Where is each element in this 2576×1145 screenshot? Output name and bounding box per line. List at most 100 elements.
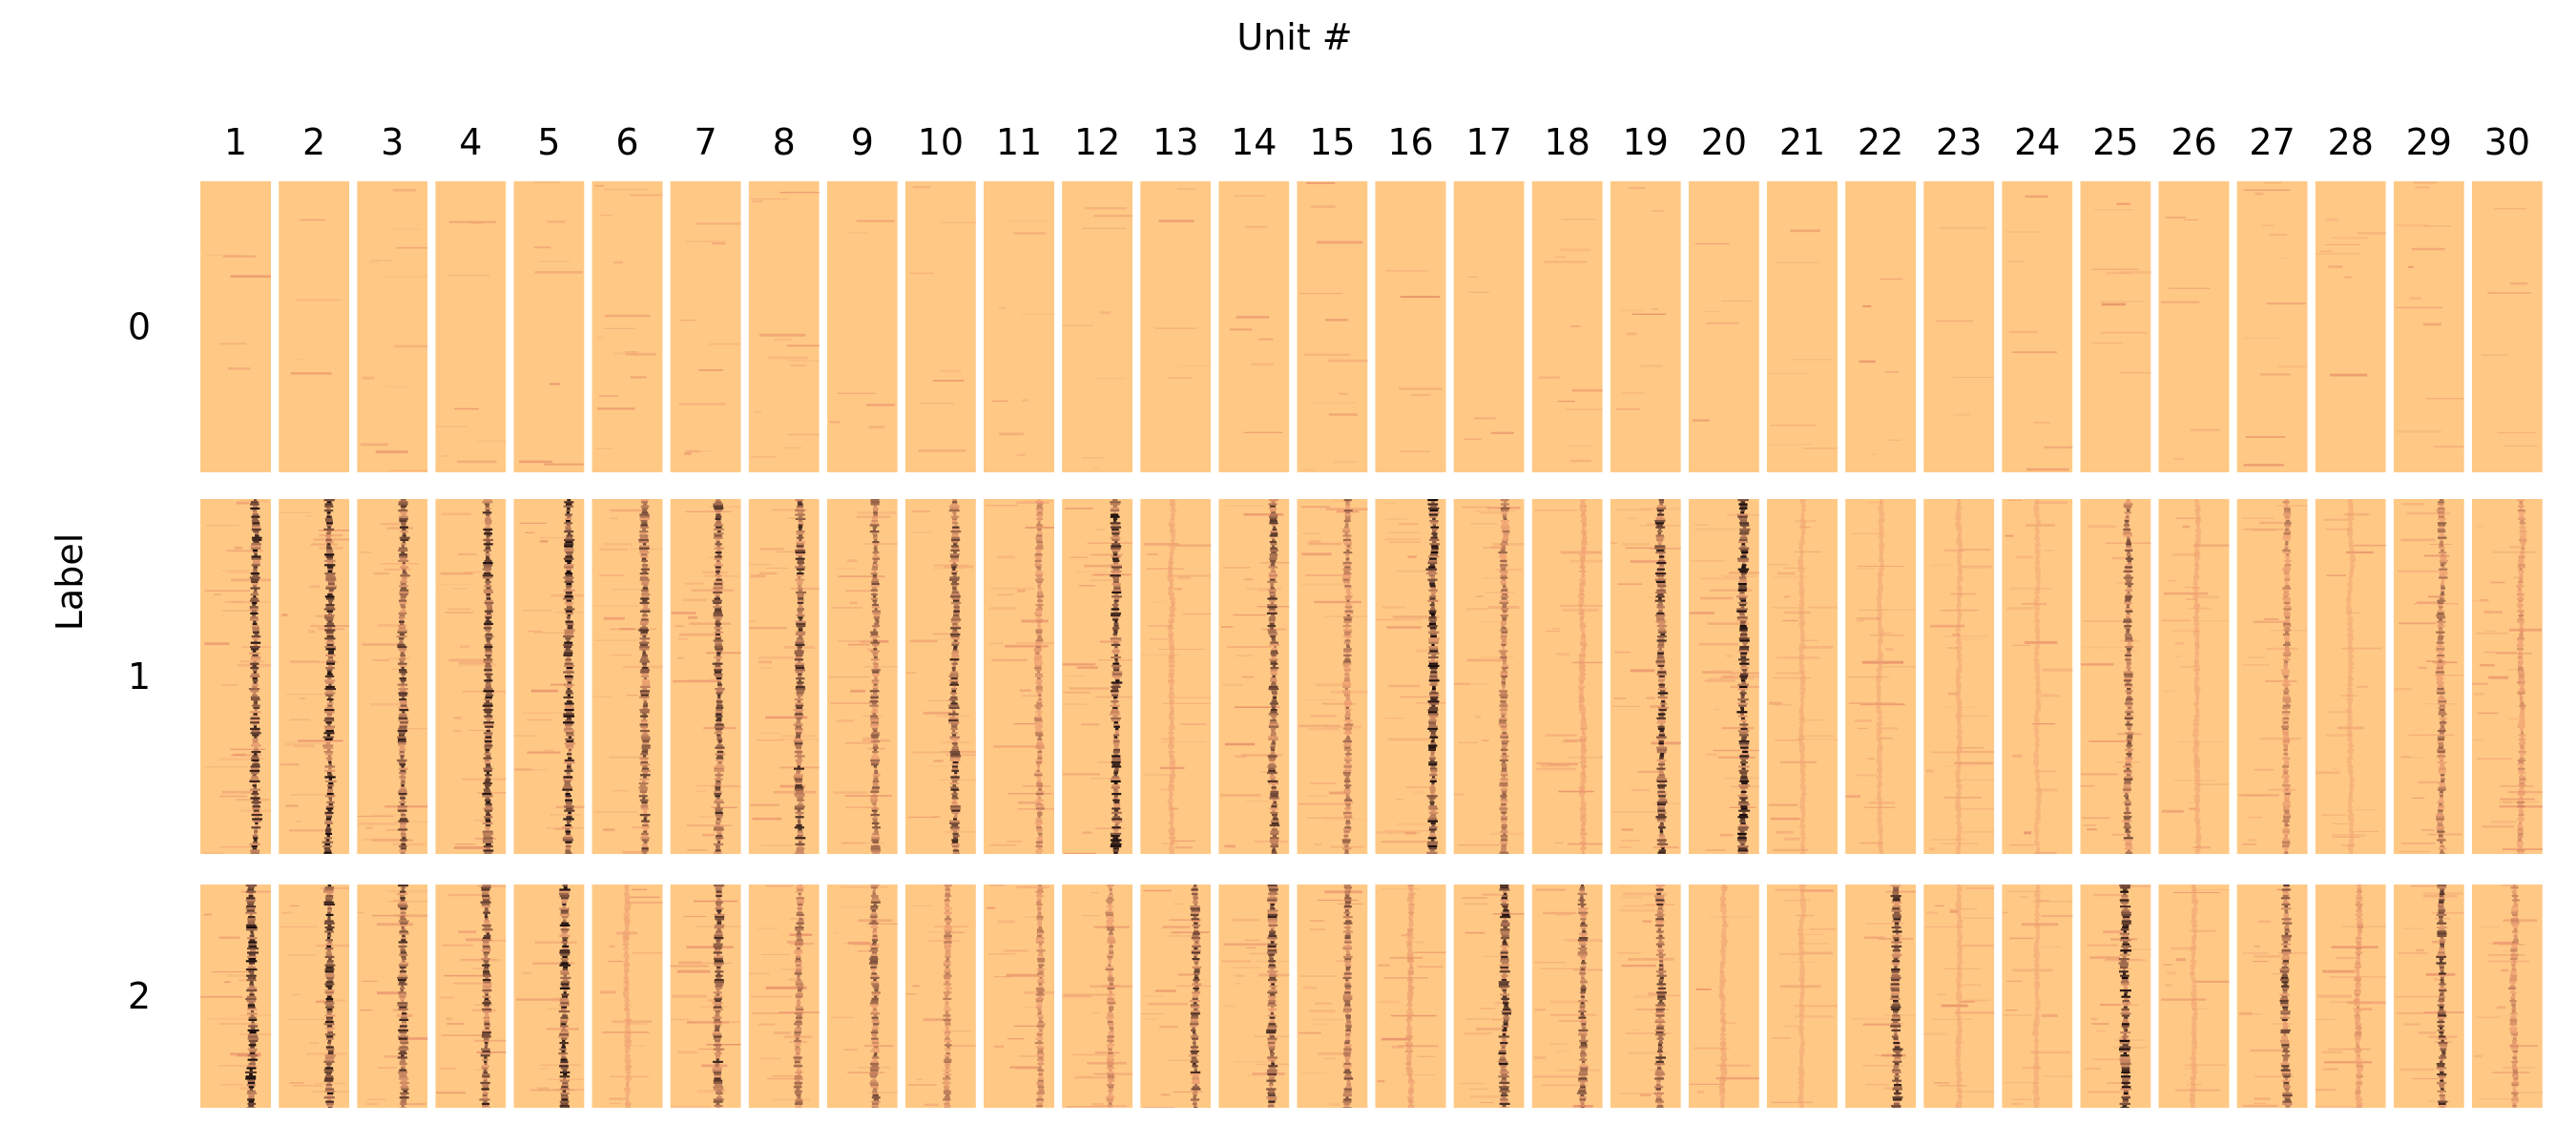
heatmap-cell-label-2-unit-5 [513,885,585,1108]
heatmap-cell-label-0-unit-10 [904,181,976,472]
heatmap-cell-label-2-unit-15 [1297,885,1368,1108]
heatmap-cell-label-0-unit-17 [1453,181,1525,472]
heatmap-cell-label-1-unit-1 [200,499,271,854]
heatmap-cell-label-1-unit-3 [357,499,428,854]
column-label-unit-24: 24 [2014,121,2060,163]
heatmap-cell-label-1-unit-20 [1688,499,1759,854]
column-label-unit-11: 11 [996,121,1042,163]
heatmap-cell-label-0-unit-2 [279,181,350,472]
column-label-unit-1: 1 [224,121,247,163]
heatmap-cell-label-2-unit-25 [2080,885,2151,1108]
heatmap-cell-label-2-unit-7 [670,885,741,1108]
column-label-unit-30: 30 [2484,121,2530,163]
heatmap-cell-label-2-unit-29 [2393,885,2464,1108]
heatmap-cell-label-2-unit-9 [826,885,898,1108]
heatmap-cell-label-2-unit-27 [2236,885,2308,1108]
column-label-unit-17: 17 [1465,121,1511,163]
column-label-unit-18: 18 [1545,121,1590,163]
heatmap-cell-label-1-unit-16 [1375,499,1446,854]
heatmap-cell-label-1-unit-2 [279,499,350,854]
heatmap-cell-label-2-unit-20 [1688,885,1759,1108]
heatmap-cell-label-0-unit-27 [2236,181,2308,472]
column-label-unit-8: 8 [773,121,796,163]
heatmap-cell-label-0-unit-25 [2080,181,2151,472]
heatmap-cell-label-2-unit-22 [1845,885,1917,1108]
heatmap-cell-label-1-unit-12 [1062,499,1133,854]
heatmap-cell-label-0-unit-29 [2393,181,2464,472]
column-label-unit-10: 10 [918,121,964,163]
heatmap-cell-label-2-unit-3 [357,885,428,1108]
heatmap-cell-label-2-unit-17 [1453,885,1525,1108]
heatmap-cell-label-0-unit-12 [1062,181,1133,472]
row-label-1: 1 [128,656,151,697]
column-label-unit-9: 9 [851,121,874,163]
heatmap-cell-label-1-unit-24 [2002,499,2073,854]
column-label-unit-6: 6 [615,121,638,163]
heatmap-cell-label-1-unit-17 [1453,499,1525,854]
heatmap-cell-label-0-unit-28 [2315,181,2386,472]
column-label-unit-2: 2 [302,121,325,163]
heatmap-cell-label-0-unit-4 [435,181,507,472]
heatmap-cell-label-1-unit-14 [1218,499,1290,854]
column-label-unit-19: 19 [1623,121,1669,163]
label-row-labels: 0 1 2 [128,306,151,1018]
heatmap-cell-label-0-unit-8 [748,181,820,472]
heatmap-cell-label-1-unit-5 [513,499,585,854]
heatmap-cell-label-2-unit-18 [1531,885,1603,1108]
heatmap-cell-label-0-unit-1 [200,181,271,472]
column-label-unit-29: 29 [2406,121,2452,163]
heatmap-cell-label-0-unit-7 [670,181,741,472]
row-label-0: 0 [128,306,151,348]
heatmap-cell-label-2-unit-11 [984,885,1054,1108]
column-label-unit-20: 20 [1701,121,1747,163]
heatmap-cell-label-1-unit-13 [1140,499,1212,854]
column-label-unit-16: 16 [1387,121,1433,163]
heatmap-cell-label-2-unit-2 [279,885,350,1108]
heatmap-cell-label-0-unit-26 [2158,181,2230,472]
heatmap-cell-label-0-unit-3 [357,181,428,472]
heatmap-cell-label-1-unit-30 [2471,499,2543,854]
heatmap-cell-label-2-unit-10 [904,885,976,1108]
column-label-unit-7: 7 [695,121,717,163]
heatmap-cell-label-1-unit-4 [435,499,507,854]
row-label-2: 2 [128,975,151,1017]
heatmap-cell-label-2-unit-6 [592,885,663,1108]
heatmap-cell-label-0-unit-20 [1688,181,1759,472]
heatmap-cell-label-0-unit-21 [1767,181,1838,472]
heatmap-cell-label-1-unit-21 [1767,499,1838,854]
heatmap-cell-label-0-unit-14 [1218,181,1290,472]
heatmap-cell-label-2-unit-14 [1218,885,1290,1108]
heatmap-cell-label-1-unit-23 [1923,499,1995,854]
heatmap-cell-label-1-unit-18 [1531,499,1603,854]
heatmap-cell-label-1-unit-22 [1845,499,1917,854]
column-label-unit-28: 28 [2328,121,2374,163]
column-label-unit-23: 23 [1936,121,1982,163]
heatmap-cells [200,181,2543,1108]
heatmap-cell-label-2-unit-8 [748,885,820,1108]
heatmap-cell-label-0-unit-22 [1845,181,1917,472]
heatmap-cell-label-1-unit-6 [592,499,663,854]
heatmap-cell-label-2-unit-12 [1062,885,1133,1108]
heatmap-cell-label-1-unit-10 [904,499,976,854]
heatmap-cell-label-1-unit-9 [826,499,898,854]
heatmap-cell-label-1-unit-11 [984,499,1054,854]
heatmap-cell-label-0-unit-30 [2471,181,2543,472]
heatmap-cell-label-1-unit-7 [670,499,741,854]
heatmap-cell-label-2-unit-28 [2315,885,2386,1108]
column-label-unit-5: 5 [537,121,560,163]
heatmap-cell-label-1-unit-26 [2158,499,2230,854]
heatmap-cell-label-2-unit-13 [1140,885,1212,1108]
heatmap-cell-label-0-unit-24 [2002,181,2073,472]
heatmap-cell-label-2-unit-23 [1923,885,1995,1108]
column-label-unit-12: 12 [1074,121,1120,163]
heatmap-cell-label-1-unit-28 [2315,499,2386,854]
heatmap-cell-label-0-unit-13 [1140,181,1212,472]
column-label-unit-13: 13 [1153,121,1198,163]
heatmap-cell-label-2-unit-16 [1375,885,1446,1108]
heatmap-cell-label-0-unit-6 [592,181,663,472]
column-label-unit-26: 26 [2171,121,2216,163]
heatmap-cell-label-1-unit-27 [2236,499,2308,854]
column-label-unit-27: 27 [2249,121,2295,163]
heatmap-cell-label-0-unit-19 [1610,181,1681,472]
